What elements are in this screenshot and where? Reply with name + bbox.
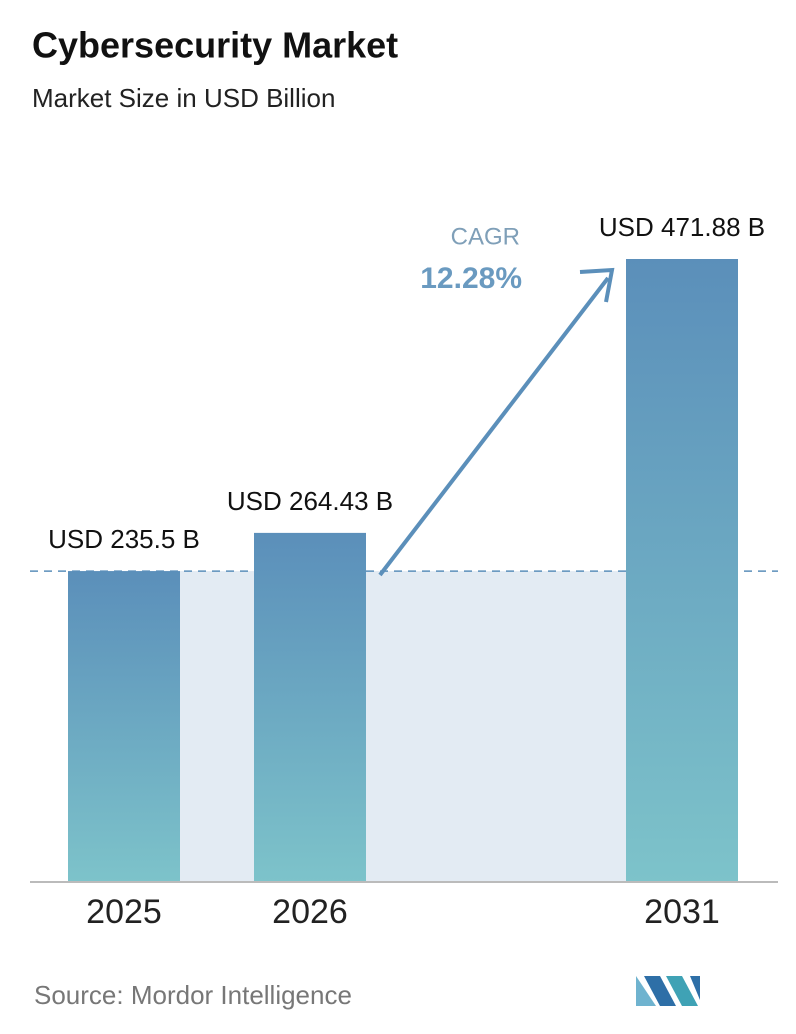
value-label: USD 264.43 B: [227, 486, 393, 516]
plot-area: USD 235.5 B 2025 USD 264.43 B 2026 USD 471.8…: [30, 212, 778, 931]
cagr-arrowhead: [579, 267, 615, 303]
cagr-label: CAGR: [451, 223, 520, 250]
x-tick-label: 2025: [86, 893, 162, 931]
x-tick-label: 2026: [272, 893, 348, 931]
logo: [636, 976, 700, 1006]
bar: [254, 532, 366, 882]
chart-subtitle: Market Size in USD Billion: [32, 83, 335, 113]
x-tick-label: 2031: [644, 893, 720, 931]
value-label: USD 471.88 B: [599, 212, 765, 242]
cagr-arrow: [378, 276, 610, 577]
bar: [626, 259, 738, 882]
chart-title: Cybersecurity Market: [32, 25, 398, 66]
source: Source: Mordor Intelligence: [34, 980, 352, 1010]
bar: [68, 571, 180, 882]
value-label: USD 235.5 B: [48, 524, 200, 554]
cagr-value: 12.28%: [420, 262, 522, 295]
